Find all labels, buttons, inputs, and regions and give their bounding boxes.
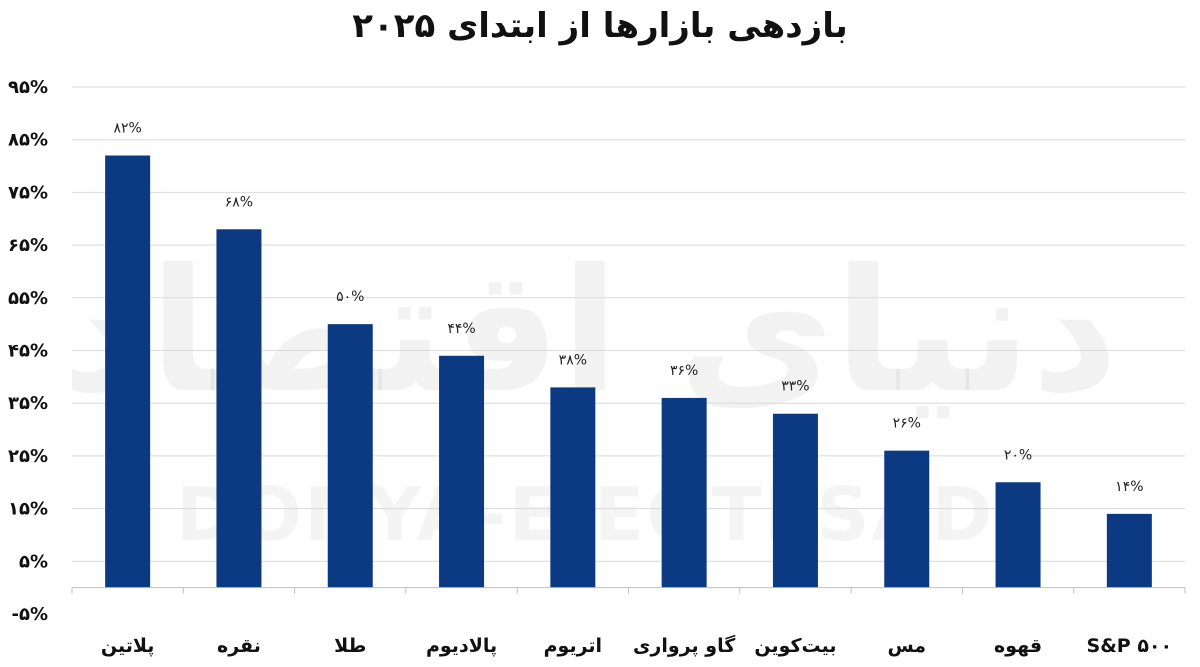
data-label: ۲۶% — [893, 416, 921, 432]
data-label: ۳۳% — [781, 379, 809, 395]
bar — [661, 397, 707, 588]
data-label: ۳۶% — [670, 363, 698, 379]
data-label: ۴۴% — [447, 321, 475, 337]
y-tick-label: ۵۵% — [8, 288, 48, 309]
bar — [439, 355, 485, 588]
y-tick-label: ۱۵% — [8, 499, 48, 520]
category-label: بیت‌کوین — [754, 635, 836, 657]
bar — [327, 324, 373, 588]
y-tick-label: ۳۵% — [8, 393, 48, 414]
x-axis — [71, 587, 1186, 594]
y-tick-label: -۵% — [12, 604, 49, 625]
bar — [216, 229, 262, 588]
y-tick-label: ۹۵% — [8, 77, 48, 98]
data-label: ۶۸% — [225, 194, 253, 210]
category-label: مس — [887, 635, 926, 657]
data-label: ۵۰% — [336, 289, 364, 305]
chart-title: بازدهی بازارها از ابتدای ۲۰۲۵ — [352, 6, 848, 46]
data-label: ۲۰% — [1004, 447, 1032, 463]
y-tick-label: ۶۵% — [8, 235, 48, 256]
category-label: قهوه — [994, 635, 1042, 657]
y-tick-label: ۲۵% — [8, 446, 48, 467]
category-label: نقره — [217, 635, 261, 657]
bars — [105, 155, 1152, 588]
category-label: اتریوم — [544, 635, 602, 657]
y-tick-label: ۷۵% — [8, 182, 48, 203]
category-label: S&P ۵۰۰ — [1087, 635, 1173, 657]
data-labels: ۸۲% ۶۸% ۵۰% ۴۴% ۳۸% ۳۶% ۳۳% ۲۶% ۲۰% ۱۴% — [113, 121, 1143, 495]
bar — [995, 482, 1041, 588]
y-tick-label: ۴۵% — [8, 341, 48, 362]
y-axis-tick-labels: ۹۵% ۸۵% ۷۵% ۶۵% ۵۵% ۴۵% ۳۵% ۲۵% ۱۵% ۵% -۵% — [8, 77, 48, 625]
bar — [1106, 513, 1152, 588]
data-label: ۳۸% — [559, 352, 587, 368]
bar — [772, 413, 818, 588]
data-label: ۸۲% — [113, 121, 141, 137]
category-label: پلاتین — [101, 635, 155, 657]
y-tick-label: ۵% — [19, 551, 48, 572]
bar — [550, 387, 596, 588]
category-label: طلا — [334, 635, 366, 657]
y-tick-label: ۸۵% — [8, 130, 48, 151]
category-label: گاو پرواری — [633, 634, 736, 657]
bar — [884, 450, 930, 588]
bar — [105, 155, 151, 588]
category-labels: پلاتین نقره طلا پالادیوم اتریوم گاو پرواری بیت… — [101, 634, 1172, 657]
data-label: ۱۴% — [1115, 479, 1143, 495]
category-label: پالادیوم — [426, 635, 497, 657]
